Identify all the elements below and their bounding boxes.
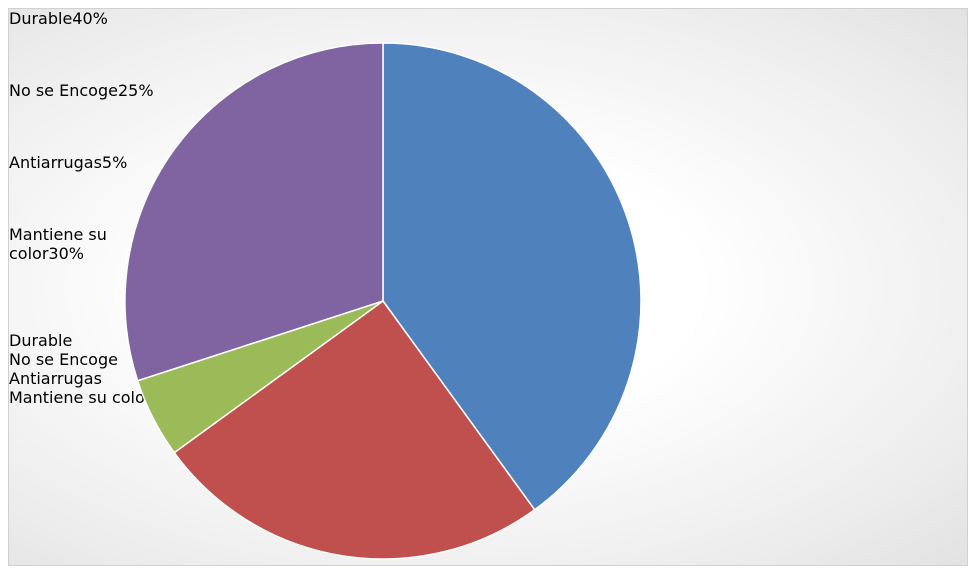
legend-label: Durable	[9, 331, 73, 350]
legend-entry: Antiarrugas	[9, 369, 967, 388]
pie-slice	[382, 42, 642, 511]
legend-label: Antiarrugas	[9, 369, 102, 388]
legend-label: No se Encoge	[9, 350, 118, 369]
data-label-value: 5%	[101, 153, 128, 172]
legend-entry: Mantiene su color	[9, 388, 967, 407]
chart: Durable40% No se Encoge25% Antiarrugas5% Ma…	[8, 8, 968, 566]
pie-area	[124, 42, 642, 560]
data-label: No se Encoge25%	[9, 81, 175, 153]
data-label-category: Mantiene su color	[9, 225, 107, 263]
data-label-category: No se Encoge	[9, 81, 118, 100]
legend-entry: Durable	[9, 331, 967, 350]
data-label-value: 25%	[117, 81, 154, 100]
data-label-value: 40%	[72, 9, 108, 28]
data-label: Durable40%	[9, 9, 121, 81]
data-label-value: 30%	[48, 244, 84, 263]
data-label-category: Durable	[9, 9, 73, 28]
legend-label: Mantiene su color	[9, 388, 152, 407]
data-label-category: Antiarrugas	[9, 153, 102, 172]
pie-slice	[173, 299, 536, 560]
data-label: Mantiene su color30%	[9, 225, 155, 331]
data-label: Antiarrugas5%	[9, 153, 155, 225]
pie-slice	[124, 42, 384, 382]
legend-entry: No se Encoge	[9, 350, 967, 369]
